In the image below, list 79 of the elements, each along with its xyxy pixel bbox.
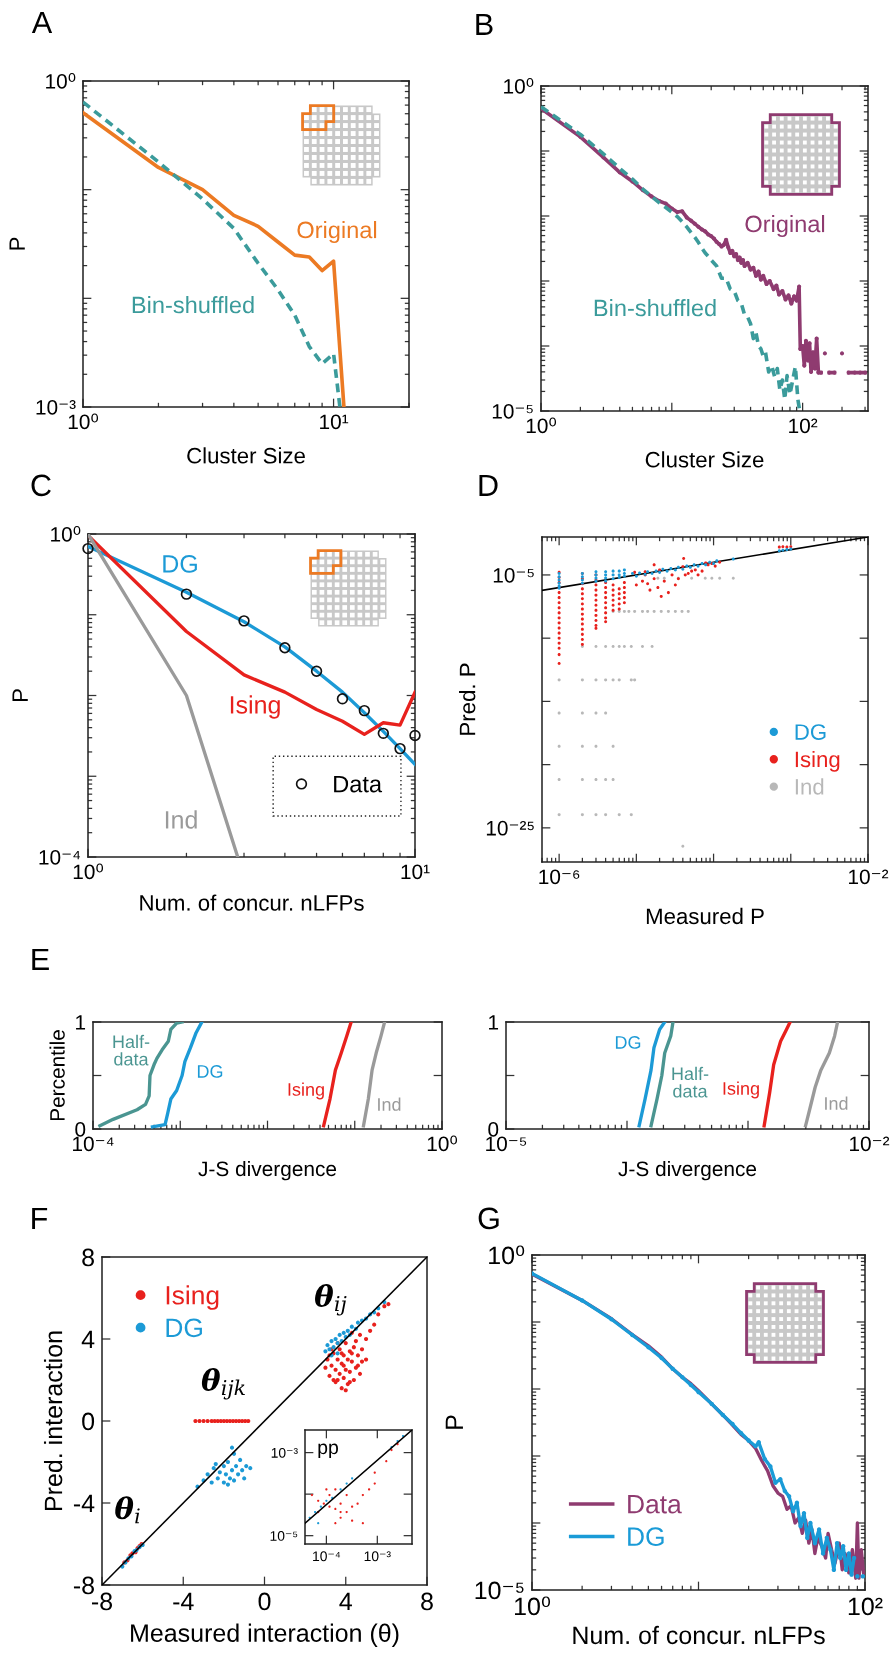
x-axis-title: Cluster Size — [187, 447, 305, 464]
series-label: DG — [615, 1036, 641, 1049]
y-tick-label: -8 — [73, 1576, 94, 1595]
chart-title: D — [479, 474, 498, 496]
legend-label: Ising — [795, 750, 840, 772]
legend-label: DG — [166, 1318, 202, 1338]
series-label: Bin-shuffled — [594, 299, 716, 317]
annotation: θ$_{ijk}$ — [201, 1367, 245, 1400]
annotation: θ$_{i}$ — [115, 1496, 140, 1524]
y-axis-title: P — [9, 237, 25, 250]
legend-label: DG — [628, 1527, 664, 1547]
x-tick-label: 0 — [258, 1592, 271, 1611]
series-label: Ind — [378, 1097, 401, 1111]
y-tick-label: 8 — [82, 1248, 94, 1267]
series-label: Ising — [723, 1081, 759, 1099]
chart-title: C — [31, 474, 51, 497]
chart-title: F — [32, 1207, 48, 1229]
y-tick-label: 10⁰ — [46, 73, 76, 89]
x-tick-label: 10² — [848, 1597, 883, 1616]
annotation: θ$_{ij}$ — [315, 1283, 347, 1316]
x-tick-label: 10² — [789, 418, 818, 434]
y-axis-title: Pred. interaction — [43, 1331, 63, 1510]
y-axis-title: Pred. P — [459, 663, 476, 735]
chart-title: E — [32, 948, 49, 970]
x-axis-title: Measured interaction (θ) — [131, 1623, 399, 1647]
series-label: Half- data — [672, 1066, 709, 1098]
x-tick-label: 10⁰ — [427, 1135, 458, 1152]
x-tick-label: -4 — [173, 1592, 194, 1611]
x-tick-label: 10⁻² — [849, 869, 889, 885]
x-tick-label: 10¹ — [401, 864, 430, 880]
y-tick-label: 10⁰ — [489, 1245, 525, 1265]
series-label: Bin-shuffled — [132, 296, 254, 314]
y-tick-label: 1 — [489, 1015, 499, 1030]
series-label: Ising — [288, 1082, 324, 1100]
series-label: Ind — [825, 1096, 848, 1110]
y-axis-title: P — [445, 1415, 463, 1429]
y-axis-title: P — [12, 689, 28, 702]
chart-title: A — [31, 11, 53, 33]
series-label: Original — [745, 215, 825, 238]
x-axis-title: Num. of concur. nLFPs — [140, 894, 364, 911]
chart-title: B — [476, 13, 493, 35]
series-label: DG — [197, 1065, 223, 1078]
x-tick-label: 10⁻⁶ — [539, 869, 580, 885]
series-label: DG — [163, 555, 197, 573]
y-tick-label: -4 — [73, 1494, 95, 1513]
series-label: Ind — [165, 810, 197, 829]
legend-label: Ising — [166, 1285, 219, 1310]
x-axis-title: J-S divergence — [198, 1160, 337, 1181]
legend-label: Data — [628, 1495, 682, 1514]
legend-label: DG — [795, 724, 826, 740]
y-tick-label: 10⁰ — [51, 526, 81, 542]
x-tick-label: 10⁰ — [526, 417, 557, 434]
y-tick-label: 0 — [488, 1122, 499, 1137]
legend-label: Data — [334, 775, 383, 793]
y-tick-label: 10⁻³ — [36, 400, 76, 415]
x-tick-label: 4 — [339, 1592, 352, 1611]
y-tick-label: 10⁻²⁵ — [486, 820, 534, 836]
y-tick-label: 4 — [81, 1330, 95, 1349]
y-tick-label: 10⁻⁴ — [39, 850, 81, 865]
chart-title: G — [478, 1207, 499, 1230]
series-label: Ising — [230, 695, 280, 719]
series-label: Original — [297, 221, 377, 244]
x-axis-title: J-S divergence — [618, 1160, 757, 1181]
y-axis-title: Percentile — [49, 1030, 65, 1121]
series-label: Half- data — [113, 1034, 150, 1066]
x-axis-title: Measured P — [646, 907, 764, 925]
legend-label: Ind — [795, 778, 824, 795]
y-tick-label: 10⁻⁵ — [492, 404, 533, 419]
y-tick-label: 10⁻⁵ — [493, 567, 534, 583]
y-tick-label: 0 — [75, 1122, 86, 1137]
y-tick-label: 10⁰ — [504, 78, 534, 94]
x-tick-label: 8 — [421, 1592, 433, 1611]
annotation: pp — [318, 1443, 338, 1459]
y-tick-label: 1 — [76, 1015, 86, 1030]
x-axis-title: Num. of concur. nLFPs — [573, 1625, 825, 1645]
x-tick-label: 10⁻² — [850, 1136, 890, 1152]
x-tick-label: 10¹ — [320, 414, 349, 430]
y-tick-label: 0 — [82, 1412, 95, 1431]
x-axis-title: Cluster Size — [645, 451, 764, 468]
